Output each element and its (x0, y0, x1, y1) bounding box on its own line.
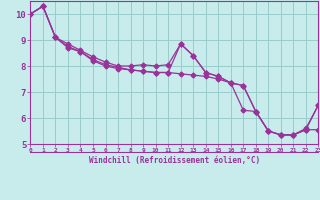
X-axis label: Windchill (Refroidissement éolien,°C): Windchill (Refroidissement éolien,°C) (89, 156, 260, 165)
